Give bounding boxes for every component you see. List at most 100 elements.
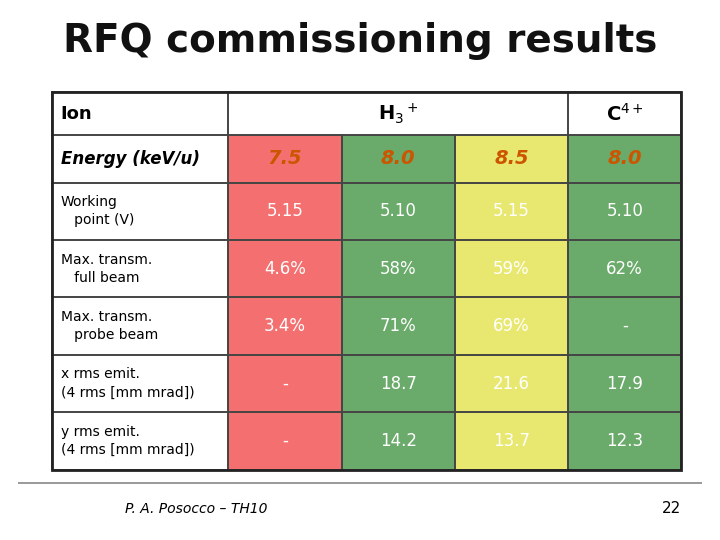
Bar (342, 413, 455, 470)
Text: 7.5: 7.5 (268, 150, 302, 168)
Text: 12.3: 12.3 (606, 432, 643, 450)
Bar (568, 92, 681, 136)
Bar (228, 136, 342, 183)
Bar (53, 183, 228, 240)
Bar (568, 136, 681, 183)
Bar (455, 183, 568, 240)
Bar (53, 298, 228, 355)
Text: H$_3$$^+$: H$_3$$^+$ (378, 101, 418, 126)
Text: 8.5: 8.5 (494, 150, 528, 168)
Bar (228, 183, 342, 240)
Text: -: - (282, 375, 288, 393)
Text: 22: 22 (662, 501, 681, 516)
Text: 5.10: 5.10 (380, 202, 417, 220)
Bar (342, 183, 455, 240)
Text: 4.6%: 4.6% (264, 260, 306, 278)
Bar (455, 298, 568, 355)
Bar (455, 240, 568, 298)
Bar (455, 298, 568, 355)
Text: 69%: 69% (493, 317, 530, 335)
Bar (53, 92, 681, 470)
Text: RFQ commissioning results: RFQ commissioning results (63, 22, 657, 59)
Bar (342, 355, 455, 413)
Text: 5.10: 5.10 (606, 202, 643, 220)
Bar (455, 240, 568, 298)
Bar (53, 355, 228, 413)
Bar (53, 136, 228, 183)
Bar (228, 240, 342, 298)
Bar (53, 355, 228, 413)
Text: 8.0: 8.0 (608, 150, 642, 168)
Bar (342, 413, 455, 470)
Bar (342, 355, 455, 413)
Bar (455, 136, 568, 183)
Bar (342, 136, 455, 183)
Text: 14.2: 14.2 (379, 432, 417, 450)
Bar (568, 298, 681, 355)
Bar (342, 298, 455, 355)
Bar (53, 298, 228, 355)
Text: 5.15: 5.15 (266, 202, 304, 220)
Bar (53, 136, 228, 183)
Bar (568, 413, 681, 470)
Bar (228, 183, 342, 240)
Bar (53, 413, 228, 470)
Bar (53, 240, 228, 298)
Bar (342, 298, 455, 355)
Bar (455, 355, 568, 413)
Text: P. A. Posocco – TH10: P. A. Posocco – TH10 (125, 502, 267, 516)
Bar (53, 240, 228, 298)
Bar (228, 413, 342, 470)
Text: 62%: 62% (606, 260, 643, 278)
Bar (342, 240, 455, 298)
Bar (53, 92, 228, 136)
Bar (228, 413, 342, 470)
Text: 5.15: 5.15 (493, 202, 530, 220)
Bar (568, 183, 681, 240)
Bar (568, 240, 681, 298)
Text: -: - (622, 317, 628, 335)
Bar (568, 413, 681, 470)
Text: 58%: 58% (380, 260, 417, 278)
Text: 17.9: 17.9 (606, 375, 643, 393)
Text: 3.4%: 3.4% (264, 317, 306, 335)
Bar (568, 298, 681, 355)
Text: Energy (keV/u): Energy (keV/u) (60, 150, 199, 168)
Bar (568, 240, 681, 298)
Text: 13.7: 13.7 (493, 432, 530, 450)
Text: 59%: 59% (493, 260, 530, 278)
Bar (455, 136, 568, 183)
Bar (53, 183, 228, 240)
Bar (53, 413, 228, 470)
Text: 71%: 71% (380, 317, 417, 335)
Bar (228, 298, 342, 355)
Bar (228, 240, 342, 298)
Bar (228, 136, 342, 183)
Text: 18.7: 18.7 (380, 375, 417, 393)
Bar (568, 92, 681, 136)
Bar (228, 355, 342, 413)
Bar (342, 240, 455, 298)
Text: Working
   point (V): Working point (V) (60, 195, 134, 227)
Bar (455, 413, 568, 470)
Bar (568, 183, 681, 240)
Bar (455, 355, 568, 413)
Bar (568, 355, 681, 413)
Bar (228, 355, 342, 413)
Text: -: - (282, 432, 288, 450)
Bar (228, 92, 568, 136)
Bar (568, 136, 681, 183)
Text: y rms emit.
(4 rms [mm mrad]): y rms emit. (4 rms [mm mrad]) (60, 425, 194, 457)
Bar (455, 413, 568, 470)
Text: Max. transm.
   full beam: Max. transm. full beam (60, 253, 152, 285)
Bar (228, 92, 568, 136)
Text: C$^{4+}$: C$^{4+}$ (606, 103, 644, 125)
Bar (342, 183, 455, 240)
Bar (53, 92, 228, 136)
Bar (455, 183, 568, 240)
Text: Ion: Ion (60, 105, 92, 123)
Text: 21.6: 21.6 (493, 375, 530, 393)
Text: x rms emit.
(4 rms [mm mrad]): x rms emit. (4 rms [mm mrad]) (60, 367, 194, 400)
Bar (342, 136, 455, 183)
Bar (228, 298, 342, 355)
